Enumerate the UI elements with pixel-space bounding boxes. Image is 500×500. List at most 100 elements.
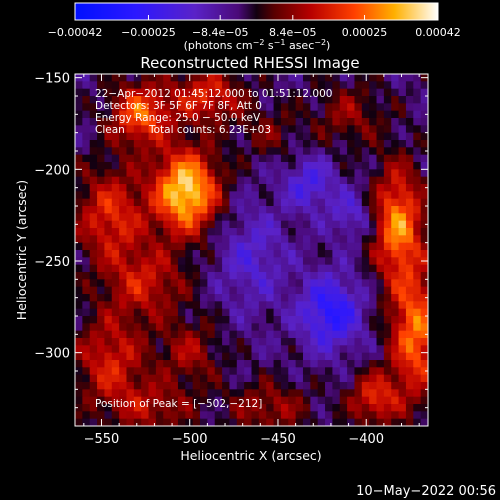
- heatmap-cell: [383, 242, 392, 251]
- heatmap-cell: [119, 396, 128, 405]
- heatmap-cell: [266, 389, 275, 398]
- heatmap-cell: [398, 213, 407, 222]
- heatmap-cell: [82, 74, 91, 82]
- heatmap-cell: [420, 235, 428, 244]
- heatmap-cell: [266, 404, 275, 412]
- heatmap-cell: [97, 286, 106, 295]
- heatmap-cell: [185, 184, 194, 192]
- heatmap-cell: [126, 279, 135, 288]
- heatmap-cell: [192, 367, 201, 376]
- heatmap-cell: [332, 154, 341, 163]
- heatmap-cell: [192, 228, 201, 236]
- heatmap-cell: [200, 264, 208, 273]
- heatmap-cell: [75, 103, 83, 112]
- heatmap-cell: [273, 235, 282, 244]
- heatmap-cell: [369, 338, 378, 346]
- heatmap-cell: [288, 118, 297, 126]
- heatmap-cell: [244, 242, 253, 251]
- heatmap-cell: [273, 338, 282, 346]
- heatmap-cell: [295, 396, 304, 405]
- heatmap-cell: [148, 191, 157, 200]
- heatmap-cell: [310, 198, 319, 207]
- heatmap-cell: [398, 242, 407, 251]
- heatmap-cell: [214, 228, 223, 236]
- heatmap-cell: [332, 169, 341, 178]
- heatmap-cell: [354, 198, 363, 207]
- heatmap-cell: [266, 338, 275, 346]
- heatmap-cell: [288, 374, 297, 383]
- heatmap-cell: [97, 198, 106, 207]
- heatmap-cell: [325, 294, 333, 302]
- heatmap-cell: [104, 132, 113, 141]
- heatmap-cell: [288, 125, 297, 134]
- heatmap-cell: [185, 242, 194, 251]
- heatmap-cell: [420, 418, 428, 426]
- heatmap-cell: [251, 418, 260, 426]
- heatmap-cell: [89, 279, 98, 288]
- heatmap-cell: [148, 411, 157, 420]
- heatmap-cell: [111, 264, 120, 273]
- heatmap-cell: [376, 154, 385, 163]
- heatmap-cell: [369, 198, 378, 207]
- heatmap-cell: [302, 198, 311, 207]
- heatmap-cell: [104, 345, 113, 354]
- heatmap-cell: [398, 132, 407, 141]
- heatmap-cell: [251, 294, 260, 302]
- heatmap-cell: [200, 125, 208, 134]
- heatmap-cell: [222, 250, 231, 258]
- heatmap-cell: [141, 184, 150, 192]
- heatmap-cell: [75, 132, 83, 141]
- heatmap-cell: [170, 338, 179, 346]
- heatmap-cell: [273, 198, 282, 207]
- heatmap-cell: [207, 125, 216, 134]
- heatmap-cell: [302, 338, 311, 346]
- heatmap-cell: [89, 162, 98, 170]
- heatmap-cell: [236, 154, 245, 163]
- heatmap-cell: [155, 228, 164, 236]
- heatmap-cell: [251, 338, 260, 346]
- heatmap-cell: [273, 103, 282, 112]
- heatmap-cell: [82, 206, 91, 214]
- heatmap-cell: [280, 184, 289, 192]
- heatmap-cell: [376, 88, 385, 97]
- heatmap-cell: [236, 316, 245, 324]
- heatmap-cell: [192, 250, 201, 258]
- heatmap-cell: [133, 294, 142, 302]
- heatmap-cell: [222, 176, 231, 185]
- heatmap-cell: [420, 162, 428, 170]
- heatmap-cell: [192, 118, 201, 126]
- heatmap-cell: [310, 228, 319, 236]
- heatmap-cell: [177, 418, 186, 426]
- heatmap-cell: [82, 330, 91, 339]
- heatmap-cell: [266, 88, 275, 97]
- heatmap-cell: [148, 103, 157, 112]
- heatmap-cell: [317, 96, 326, 104]
- heatmap-cell: [325, 382, 333, 390]
- heatmap-cell: [177, 316, 186, 324]
- heatmap-cell: [273, 294, 282, 302]
- heatmap-cell: [192, 382, 201, 390]
- heatmap-cell: [133, 301, 142, 310]
- heatmap-cell: [192, 396, 201, 405]
- heatmap-cell: [310, 345, 319, 354]
- heatmap-cell: [126, 154, 135, 163]
- heatmap-cell: [111, 235, 120, 244]
- heatmap-cell: [251, 206, 260, 214]
- heatmap-cell: [251, 264, 260, 273]
- heatmap-cell: [141, 110, 150, 119]
- heatmap-cell: [82, 294, 91, 302]
- heatmap-cell: [111, 330, 120, 339]
- heatmap-cell: [82, 103, 91, 112]
- heatmap-cell: [148, 404, 157, 412]
- heatmap-cell: [244, 279, 253, 288]
- heatmap-cell: [126, 235, 135, 244]
- heatmap-cell: [214, 396, 223, 405]
- heatmap-cell: [97, 411, 106, 420]
- heatmap-cell: [258, 74, 267, 82]
- heatmap-cell: [273, 132, 282, 141]
- heatmap-cell: [192, 140, 201, 148]
- heatmap-cell: [266, 279, 275, 288]
- annotation-detectors: Detectors: 3F 5F 6F 7F 8F, Att 0: [95, 100, 262, 112]
- heatmap-cell: [332, 96, 341, 104]
- heatmap-cell: [295, 404, 304, 412]
